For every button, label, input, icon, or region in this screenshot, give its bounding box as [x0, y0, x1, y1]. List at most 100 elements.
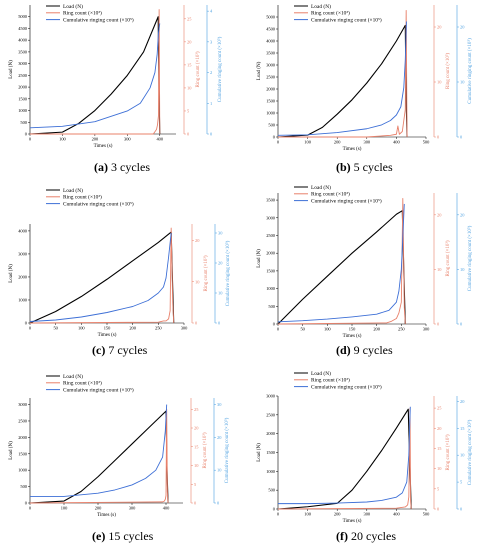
x-axis-title: Times (s) — [343, 147, 362, 152]
ring-tick-label: 20 — [194, 426, 199, 431]
cum-tick-label: 0 — [217, 501, 220, 506]
cum-tick-label: 30 — [218, 231, 223, 236]
ring-tick-label: 0 — [187, 132, 190, 137]
legend-label-ring: Ring count (×10³) — [63, 194, 102, 201]
ring-tick-label: 20 — [437, 25, 442, 30]
cum-tick-label: 10 — [218, 291, 223, 296]
cum-tick-label: 10 — [460, 453, 465, 458]
ring-tick-label: 0 — [437, 322, 440, 327]
y-tick-label: 1000 — [266, 111, 276, 116]
ring-tick-label: 25 — [187, 16, 192, 21]
x-tick-label: 100 — [304, 140, 311, 145]
y-tick-label: 2000 — [266, 251, 276, 256]
ring-series-line — [278, 10, 408, 138]
y-tick-label: 500 — [268, 123, 275, 128]
panel-caption-letter: (d) — [336, 343, 351, 357]
ring-axis-title: Ring count (×10³) — [195, 51, 201, 87]
ring-tick-label: 20 — [195, 238, 200, 243]
cum-axis-title: Cumulative ringing count (×10⁵) — [467, 38, 473, 104]
x-tick-label: 300 — [364, 140, 371, 145]
charts-layer: 0 100 200 300 400050010001500200025003000350… — [9, 3, 473, 543]
y-tick-label: 3000 — [18, 402, 28, 407]
x-tick-label: 200 — [129, 326, 136, 331]
cum-tick-label: 20 — [460, 399, 465, 404]
y-tick-label: 2000 — [266, 87, 276, 92]
cum-tick-label: 0 — [460, 135, 463, 140]
y-tick-label: 2000 — [266, 431, 276, 436]
y-tick-label: 5000 — [266, 15, 276, 20]
y-axis-title: Load (N) — [257, 61, 262, 80]
cum-tick-label: 1 — [210, 101, 212, 106]
y-tick-label: 2500 — [18, 418, 28, 423]
x-tick-label: 200 — [334, 140, 341, 145]
ring-tick-label: 0 — [195, 321, 198, 326]
panel-caption-letter: (a) — [94, 160, 108, 174]
x-tick-label: 400 — [393, 140, 400, 145]
cum-tick-label: 30 — [217, 402, 222, 407]
x-axis-title: Times (s) — [98, 333, 117, 338]
legend-label-load: Load (N) — [311, 3, 331, 10]
x-tick-label: 100 — [324, 327, 331, 332]
x-tick-label: 300 — [423, 327, 430, 332]
y-tick-label: 1000 — [18, 468, 28, 473]
legend-label-ring: Ring count (×10³) — [63, 10, 102, 17]
x-tick-label: 400 — [156, 137, 163, 142]
ring-series-line — [277, 407, 412, 510]
x-axis-title: Times (s) — [343, 334, 362, 339]
cum-axis-title: Cumulative ringing count (×10⁵) — [225, 240, 231, 306]
y-tick-label: 3000 — [266, 394, 276, 399]
panel-caption-text: 20 cycles — [348, 529, 396, 543]
x-axis-title: Times (s) — [343, 519, 362, 524]
y-tick-label: 4000 — [266, 39, 276, 44]
ring-tick-label: 10 — [437, 466, 442, 471]
x-tick-label: 100 — [59, 137, 66, 142]
panel-caption-letter: (b) — [336, 160, 351, 174]
ring-tick-label: 0 — [437, 507, 440, 512]
y-tick-label: 0 — [273, 135, 276, 140]
y-tick-label: 2500 — [266, 412, 276, 417]
y-tick-label: 500 — [268, 488, 275, 493]
cum-axis-title: Cumulative ringing count (×10⁵) — [467, 419, 473, 485]
y-tick-label: 2000 — [18, 85, 28, 90]
cum-tick-label: 10 — [217, 468, 222, 473]
y-tick-label: 2500 — [18, 73, 28, 78]
cum-tick-label: 15 — [460, 426, 465, 431]
panel-caption-text: 9 cycles — [351, 343, 393, 357]
y-tick-label: 2500 — [266, 233, 276, 238]
legend-label-cum: Cumulative ringing count (×10⁵) — [63, 16, 134, 23]
ring-tick-label: 20 — [437, 426, 442, 431]
y-tick-label: 3500 — [266, 198, 276, 203]
cum-tick-label: 0 — [210, 132, 213, 137]
ring-tick-label: 10 — [195, 279, 200, 284]
cum-axis-title: Cumulative ringing count (×10⁵) — [224, 417, 230, 483]
y-tick-label: 1500 — [266, 99, 276, 104]
panel-caption: (e) 15 cycles — [92, 529, 154, 543]
ring-series-line — [29, 227, 175, 324]
x-tick-label: 100 — [304, 512, 311, 517]
y-tick-label: 0 — [25, 132, 28, 137]
chart-panel-6: 0 100 200 300 400 500050010001500200025003000… — [257, 370, 473, 543]
cum-tick-label: 0 — [460, 507, 463, 512]
cum-axis-title: Cumulative ringing count (×10⁵) — [467, 225, 473, 291]
panel-caption-text: 3 cycles — [108, 160, 150, 174]
ring-tick-label: 0 — [437, 135, 440, 140]
cum-tick-label: 3 — [210, 39, 213, 44]
x-tick-label: 0 — [277, 512, 280, 517]
x-tick-label: 200 — [334, 512, 341, 517]
y-tick-label: 1500 — [18, 451, 28, 456]
x-tick-label: 400 — [163, 506, 170, 511]
y-tick-label: 3500 — [266, 51, 276, 56]
y-tick-label: 1500 — [18, 96, 28, 101]
y-tick-label: 1500 — [266, 268, 276, 273]
ring-tick-label: 15 — [437, 446, 442, 451]
ring-tick-label: 25 — [437, 406, 442, 411]
x-tick-label: 150 — [349, 327, 356, 332]
chart-panel-5: 0 100 200 300 400050010001500200025003000051… — [9, 373, 230, 543]
y-tick-label: 4500 — [18, 26, 28, 31]
ring-tick-label: 10 — [194, 463, 199, 468]
ring-tick-label: 20 — [437, 212, 442, 217]
y-tick-label: 2000 — [18, 274, 28, 279]
panel-caption-text: 15 cycles — [105, 529, 153, 543]
ring-series-line — [29, 408, 169, 504]
